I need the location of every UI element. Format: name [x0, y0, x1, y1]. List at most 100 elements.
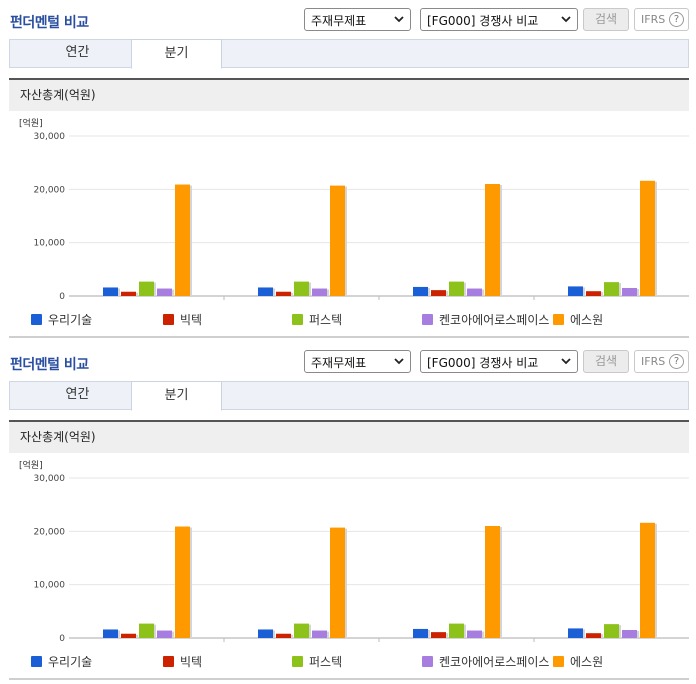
bar [640, 522, 655, 638]
total-assets-chart: [억원]010,00020,00030,0002023/032023/06202… [9, 454, 689, 644]
ifrs-button[interactable]: IFRS ? [634, 350, 689, 373]
bar [413, 286, 428, 296]
peer-group-select[interactable]: [FG000] 경쟁사 비교 [420, 8, 578, 31]
ifrs-label: IFRS [641, 13, 666, 26]
y-tick-label: 10,000 [34, 239, 66, 249]
bar [121, 291, 136, 296]
period-tabs: 연간 분기 [9, 381, 689, 411]
help-icon: ? [669, 354, 684, 369]
bar [449, 623, 464, 638]
legend-label: 에스원 [570, 655, 604, 669]
legend-item[interactable]: 에스원 [553, 654, 603, 672]
legend-item[interactable]: 빅텍 [163, 312, 202, 330]
chart-legend: 우리기술 빅텍 퍼스텍 켄코아에어로스페이스 에스원 [9, 654, 689, 672]
bar [139, 623, 154, 638]
bar [431, 290, 446, 296]
ifrs-button[interactable]: IFRS ? [634, 8, 689, 31]
bar [568, 628, 583, 638]
legend-label: 켄코아에어로스페이스 [439, 655, 550, 669]
bar [312, 288, 327, 296]
legend-item[interactable]: 우리기술 [31, 654, 92, 672]
chart-svg: [억원]010,00020,00030,0002023/032023/06202… [19, 117, 689, 302]
legend-swatch [292, 656, 303, 667]
bar [175, 526, 190, 638]
y-tick-label: 10,000 [34, 581, 66, 591]
legend-item[interactable]: 빅텍 [163, 654, 202, 672]
bar [586, 633, 601, 638]
legend-label: 퍼스텍 [309, 313, 343, 327]
legend-item[interactable]: 켄코아에어로스페이스 [422, 312, 549, 330]
legend-swatch [163, 656, 174, 667]
tab-quarterly[interactable]: 분기 [131, 39, 222, 69]
peer-group-value: [FG000] 경쟁사 비교 [427, 356, 539, 370]
bar [121, 633, 136, 638]
legend-label: 빅텍 [180, 655, 203, 669]
tab-quarterly[interactable]: 분기 [131, 381, 222, 411]
legend-item[interactable]: 우리기술 [31, 312, 92, 330]
bar [640, 180, 655, 296]
search-button[interactable]: 검색 [583, 350, 629, 373]
y-tick-label: 0 [59, 634, 65, 644]
bar [103, 287, 118, 296]
period-tabs: 연간 분기 [9, 39, 689, 69]
search-button[interactable]: 검색 [583, 8, 629, 31]
chart-svg: [억원]010,00020,00030,0002023/032023/06202… [19, 459, 689, 644]
legend-item[interactable]: 퍼스텍 [292, 654, 342, 672]
y-tick-label: 30,000 [34, 132, 66, 142]
section-title: 자산총계(억원) [9, 78, 689, 111]
legend-label: 우리기술 [48, 655, 93, 669]
legend-label: 켄코아에어로스페이스 [439, 313, 550, 327]
legend-label: 에스원 [570, 313, 604, 327]
legend-swatch [422, 314, 433, 325]
y-tick-label: 20,000 [34, 185, 66, 195]
chevron-down-icon [394, 358, 404, 365]
legend-swatch [31, 314, 42, 325]
legend-swatch [163, 314, 174, 325]
bar [139, 281, 154, 296]
y-tick-label: 30,000 [34, 474, 66, 484]
ifrs-label: IFRS [641, 355, 666, 368]
statement-type-value: 주재무제표 [311, 14, 367, 28]
y-tick-label: 20,000 [34, 527, 66, 537]
unit-label: [억원] [19, 117, 43, 129]
bar [175, 184, 190, 296]
unit-label: [억원] [19, 459, 43, 471]
panel-title: 펀더멘털 비교 [10, 357, 89, 373]
tab-annual[interactable]: 연간 [65, 387, 90, 402]
fundamental-compare-panel-1: 펀더멘털 비교 주재무제표 [FG000] 경쟁사 비교 검색 IFRS ? 연… [9, 8, 689, 338]
total-assets-chart: [억원]010,00020,00030,0002023/032023/06202… [9, 112, 689, 302]
bar [413, 628, 428, 638]
bar [485, 184, 500, 296]
legend-swatch [553, 656, 564, 667]
divider [9, 336, 689, 338]
bar [276, 633, 291, 638]
bar [431, 632, 446, 638]
bar [312, 630, 327, 638]
legend-item[interactable]: 켄코아에어로스페이스 [422, 654, 549, 672]
legend-label: 우리기술 [48, 313, 93, 327]
bar [467, 630, 482, 638]
bar [604, 624, 619, 638]
tab-annual[interactable]: 연간 [65, 45, 90, 60]
bar [330, 185, 345, 296]
section-title: 자산총계(억원) [9, 420, 689, 453]
legend-item[interactable]: 퍼스텍 [292, 312, 342, 330]
bar [294, 281, 309, 296]
bar [449, 281, 464, 296]
bar [586, 291, 601, 296]
bar [103, 629, 118, 638]
legend-swatch [31, 656, 42, 667]
statement-type-select[interactable]: 주재무제표 [304, 8, 411, 31]
peer-group-select[interactable]: [FG000] 경쟁사 비교 [420, 350, 578, 373]
chevron-down-icon [394, 16, 404, 23]
legend-swatch [292, 314, 303, 325]
help-icon: ? [669, 12, 684, 27]
legend-item[interactable]: 에스원 [553, 312, 603, 330]
bar [485, 526, 500, 638]
bar [157, 630, 172, 638]
y-tick-label: 0 [59, 292, 65, 302]
bar [157, 288, 172, 296]
bar [258, 287, 273, 296]
chevron-down-icon [561, 358, 571, 365]
statement-type-select[interactable]: 주재무제표 [304, 350, 411, 373]
